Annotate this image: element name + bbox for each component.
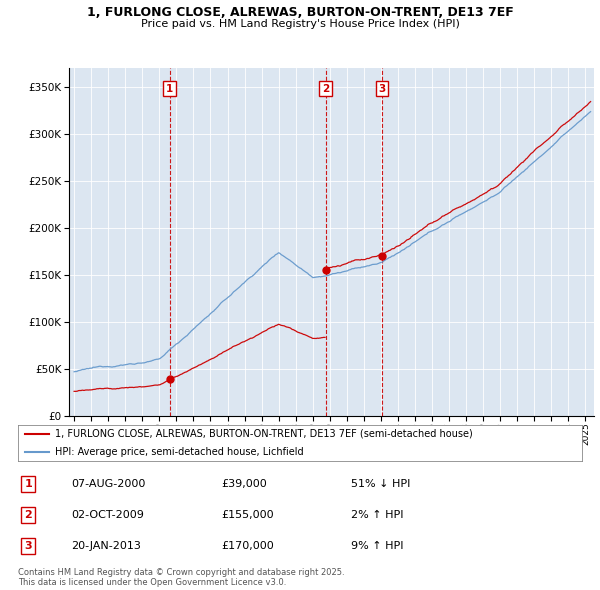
Text: £170,000: £170,000 xyxy=(221,541,274,551)
Text: £39,000: £39,000 xyxy=(221,478,267,489)
Text: 20-JAN-2013: 20-JAN-2013 xyxy=(71,541,142,551)
Text: 3: 3 xyxy=(25,541,32,551)
Text: 2: 2 xyxy=(322,84,329,94)
Text: 1, FURLONG CLOSE, ALREWAS, BURTON-ON-TRENT, DE13 7EF: 1, FURLONG CLOSE, ALREWAS, BURTON-ON-TRE… xyxy=(86,6,514,19)
Text: 07-AUG-2000: 07-AUG-2000 xyxy=(71,478,146,489)
Text: 02-OCT-2009: 02-OCT-2009 xyxy=(71,510,145,520)
Text: Price paid vs. HM Land Registry's House Price Index (HPI): Price paid vs. HM Land Registry's House … xyxy=(140,19,460,29)
Text: 1, FURLONG CLOSE, ALREWAS, BURTON-ON-TRENT, DE13 7EF (semi-detached house): 1, FURLONG CLOSE, ALREWAS, BURTON-ON-TRE… xyxy=(55,429,472,439)
Text: 51% ↓ HPI: 51% ↓ HPI xyxy=(351,478,410,489)
Text: 1: 1 xyxy=(166,84,173,94)
Text: 3: 3 xyxy=(378,84,385,94)
Text: £155,000: £155,000 xyxy=(221,510,274,520)
Text: 1: 1 xyxy=(24,478,32,489)
Text: 9% ↑ HPI: 9% ↑ HPI xyxy=(351,541,403,551)
Text: HPI: Average price, semi-detached house, Lichfield: HPI: Average price, semi-detached house,… xyxy=(55,447,303,457)
Text: 2% ↑ HPI: 2% ↑ HPI xyxy=(351,510,403,520)
Text: Contains HM Land Registry data © Crown copyright and database right 2025.
This d: Contains HM Land Registry data © Crown c… xyxy=(18,568,344,587)
Text: 2: 2 xyxy=(24,510,32,520)
